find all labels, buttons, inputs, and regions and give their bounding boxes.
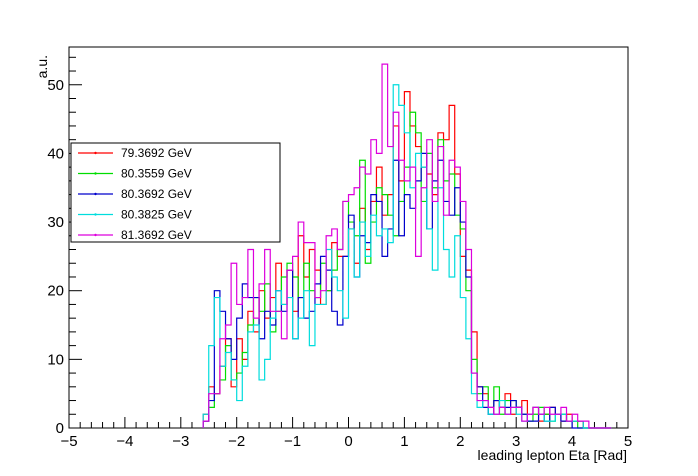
y-tick-label: 0 [56,420,64,437]
x-tick-label: −5 [60,433,77,450]
legend-label: 81.3692 GeV [121,228,192,242]
x-axis-title: leading lepton Eta [Rad] [478,447,627,463]
legend-label: 80.3825 GeV [121,208,192,222]
legend-marker [94,192,97,196]
legend-box [70,142,281,243]
legend-label: 80.3559 GeV [121,167,192,181]
legend-marker [94,151,97,155]
y-tick-label: 10 [47,351,64,368]
y-axis-title: a.u. [34,55,50,78]
x-tick-label: 4 [568,433,576,450]
series-layer [202,63,612,429]
legend-marker [94,233,97,237]
x-tick-label: −4 [116,433,133,450]
legend-label: 79.3692 GeV [121,146,192,160]
histogram-series [202,63,612,429]
legend-marker [94,213,97,216]
x-tick-label: −1 [284,433,301,450]
x-tick-label: 5 [624,433,632,450]
y-tick-label: 40 [47,145,64,162]
x-axis: −5 −4 −3 −2 −1 0 1 2 3 4 5 [60,417,632,450]
y-axis: 0 10 20 30 40 50 [47,56,82,437]
x-tick-label: −2 [228,433,245,450]
y-tick-label: 20 [47,283,64,300]
x-tick-label: 2 [456,433,464,450]
x-tick-label: 1 [400,433,408,450]
legend-marker [94,172,97,175]
y-tick-label: 50 [47,77,64,94]
y-tick-label: 30 [47,214,64,231]
legend-label: 80.3692 GeV [121,187,192,201]
legend: 79.3692 GeV 80.3559 GeV 80.3692 GeV 80.3825… [70,142,281,243]
x-tick-label: −3 [172,433,189,450]
x-tick-label: 3 [512,433,520,450]
x-tick-label: 0 [344,433,352,450]
